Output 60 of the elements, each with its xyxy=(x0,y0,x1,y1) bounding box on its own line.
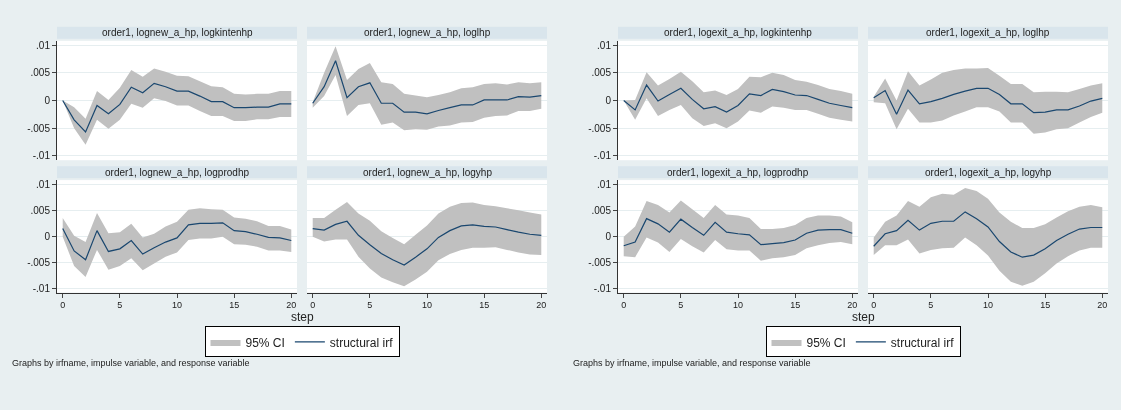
text: 95% CI xyxy=(806,335,846,350)
y-tick-label: -.01 xyxy=(32,150,51,162)
y-tick-label: .01 xyxy=(597,39,612,51)
chart-title: order1, logexit_a_hp, logprodhp xyxy=(667,167,809,178)
y-tick-label: 0 xyxy=(44,230,51,242)
x-tick-label: 5 xyxy=(678,300,684,311)
x-tick-label: 0 xyxy=(310,300,316,311)
text: Graphs by irfname, impulse variable, and response variable xyxy=(573,358,811,368)
x-tick-label: 20 xyxy=(847,300,858,311)
x-tick-label: 15 xyxy=(1040,300,1051,311)
chart-title: order1, lognew_a_hp, logyhp xyxy=(363,167,493,178)
y-tick-label: -.01 xyxy=(593,282,612,294)
y-tick-label: -.005 xyxy=(27,122,51,134)
y-tick-label: .005 xyxy=(30,204,51,216)
line-series xyxy=(62,82,292,133)
y-tick-label: -.01 xyxy=(32,282,51,294)
x-axis-title: step xyxy=(852,310,876,324)
x-tick-label: 15 xyxy=(229,300,240,311)
y-tick-label: 0 xyxy=(44,95,51,107)
line-series xyxy=(62,222,292,261)
x-tick-label: 5 xyxy=(367,300,373,311)
chart-title: order1, logexit_a_hp, logyhp xyxy=(925,167,1052,178)
legend-label: structural irf xyxy=(329,335,394,350)
y-tick-label: -.005 xyxy=(588,256,612,268)
text: 95% CI xyxy=(245,335,285,350)
y-tick-label: -.01 xyxy=(593,150,612,162)
chart-title: order1, lognew_a_hp, logprodhp xyxy=(105,167,250,178)
x-tick-label: 0 xyxy=(871,300,877,311)
x-tick-label: 10 xyxy=(732,300,744,311)
y-tick-label: .005 xyxy=(591,204,612,216)
y-tick-label: 0 xyxy=(605,230,612,242)
x-tick-label: 20 xyxy=(536,300,547,311)
text: Graphs by irfname, impulse variable, and response variable xyxy=(12,358,250,368)
x-axis-title: step xyxy=(291,310,315,324)
x-tick-label: 20 xyxy=(1097,300,1108,311)
line-series xyxy=(623,218,853,247)
x-tick-label: 5 xyxy=(117,300,123,311)
x-tick-label: 15 xyxy=(790,300,801,311)
x-tick-label: 10 xyxy=(982,300,994,311)
x-tick-label: 15 xyxy=(479,300,490,311)
y-tick-label: .01 xyxy=(36,39,51,51)
y-tick-label: -.005 xyxy=(588,122,612,134)
y-tick-label: .01 xyxy=(36,178,51,190)
chart-title: order1, lognew_a_hp, logkintenhp xyxy=(102,27,254,38)
x-tick-label: 0 xyxy=(621,300,627,311)
legend-label: structural irf xyxy=(890,335,955,350)
chart-title: order1, logexit_a_hp, loglhp xyxy=(926,27,1050,38)
y-tick-label: -.005 xyxy=(27,256,51,268)
y-tick-label: .005 xyxy=(30,67,51,79)
x-tick-label: 10 xyxy=(171,300,183,311)
chart-title: order1, logexit_a_hp, logkintenhp xyxy=(664,27,813,38)
x-tick-label: 5 xyxy=(928,300,934,311)
x-tick-label: 20 xyxy=(286,300,297,311)
y-tick-label: .005 xyxy=(591,67,612,79)
y-tick-label: 0 xyxy=(605,95,612,107)
chart-title: order1, lognew_a_hp, loglhp xyxy=(364,27,491,38)
x-tick-label: 10 xyxy=(421,300,433,311)
line-series xyxy=(623,84,853,113)
x-tick-label: 0 xyxy=(60,300,66,311)
y-tick-label: .01 xyxy=(597,178,612,190)
